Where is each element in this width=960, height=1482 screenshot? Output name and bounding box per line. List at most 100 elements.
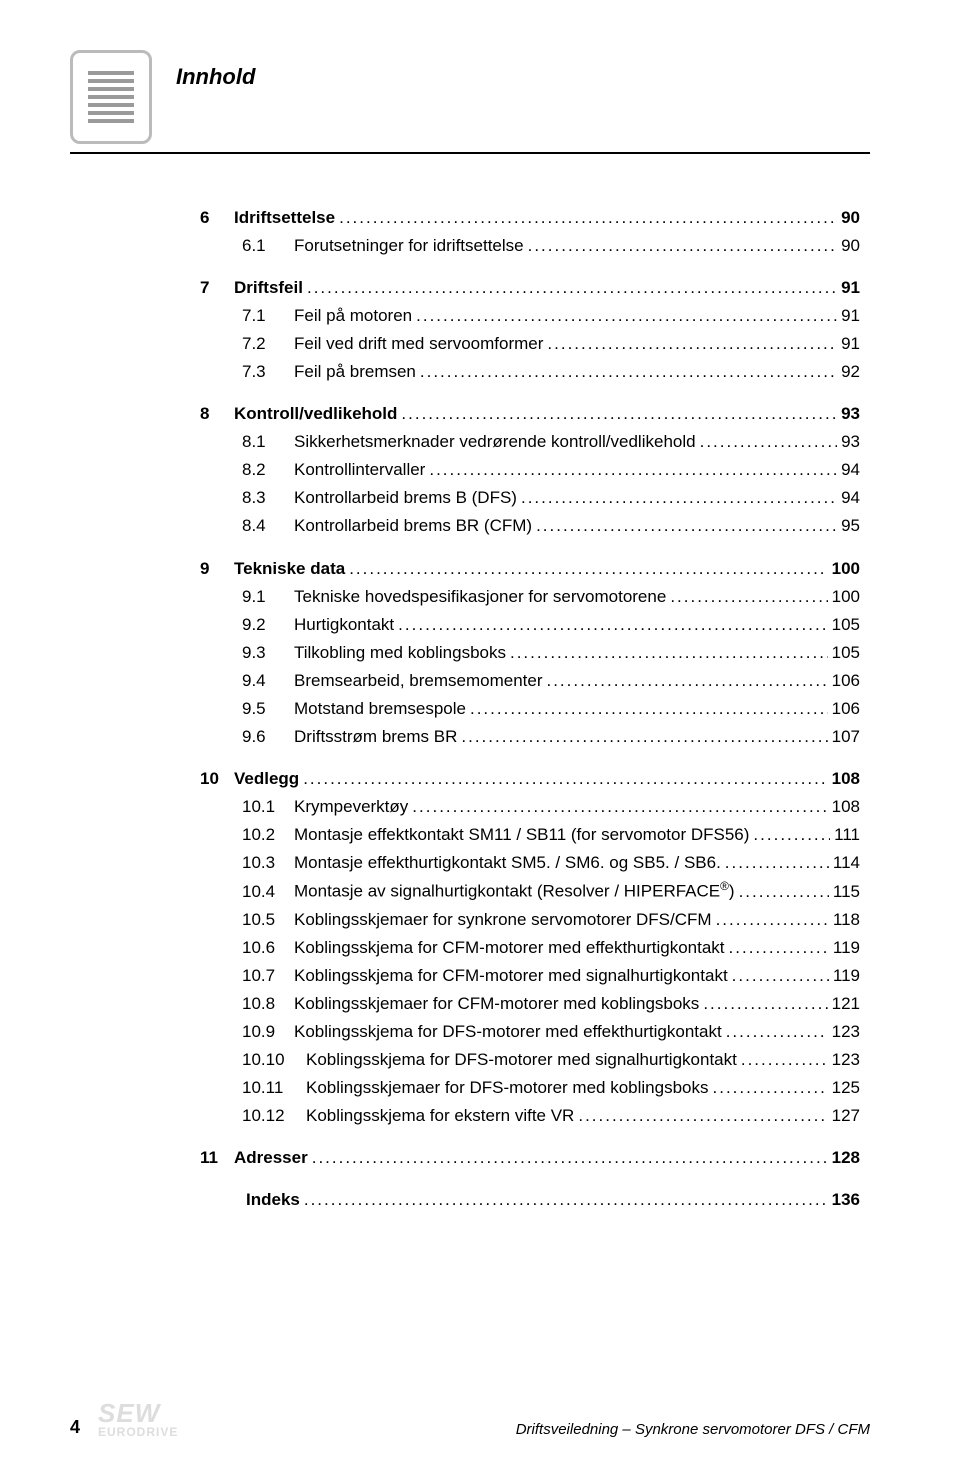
toc-number: 8.1 [242, 428, 282, 456]
toc-number: 10.5 [242, 906, 282, 934]
toc-label: Tekniske data [230, 555, 345, 583]
toc-label: Koblingsskjema for DFS-motorer med effek… [282, 1018, 722, 1046]
toc-page-ref: 92 [841, 358, 860, 386]
toc-row: 6.1Forutsetninger for idriftsettelse 90 [200, 232, 860, 260]
toc-number: 10.3 [242, 849, 282, 877]
toc-page-ref: 106 [832, 667, 860, 695]
toc-page-ref: 94 [841, 484, 860, 512]
toc-page-ref: 118 [833, 906, 860, 934]
toc-page-ref: 100 [832, 555, 860, 583]
toc-row: 9Tekniske data 100 [200, 555, 860, 583]
toc-leader-dots [726, 1018, 828, 1046]
toc-page-ref: 121 [832, 990, 860, 1018]
toc-number: 7.1 [242, 302, 282, 330]
toc-leader-dots [420, 358, 837, 386]
toc-section: 7Driftsfeil 917.1Feil på motoren 917.2Fe… [200, 274, 860, 386]
brand-bottom: EURODRIVE [98, 1426, 178, 1438]
toc-leader-dots [303, 765, 827, 793]
toc-leader-dots [461, 723, 827, 751]
toc-section: 8Kontroll/vedlikehold 938.1Sikkerhetsmer… [200, 400, 860, 540]
toc-section: 10Vedlegg 10810.1Krympeverktøy 10810.2Mo… [200, 765, 860, 1130]
toc-row: 10.9Koblingsskjema for DFS-motorer med e… [200, 1018, 860, 1046]
toc-leader-dots [739, 878, 829, 906]
toc-section: 6Idriftsettelse 906.1Forutsetninger for … [200, 204, 860, 260]
toc-row: 7Driftsfeil 91 [200, 274, 860, 302]
toc-leader-dots [753, 821, 830, 849]
toc-leader-dots [703, 990, 827, 1018]
toc-leader-dots [713, 1074, 828, 1102]
toc-row: 10.12Koblingsskjema for ekstern vifte VR… [200, 1102, 860, 1130]
toc-leader-dots [470, 695, 828, 723]
toc-number: 7.2 [242, 330, 282, 358]
toc-label: Kontrollarbeid brems B (DFS) [282, 484, 517, 512]
toc-number: 9 [200, 555, 230, 583]
toc-page-ref: 107 [832, 723, 860, 751]
toc-label: Sikkerhetsmerknader vedrørende kontroll/… [282, 428, 696, 456]
toc-page-ref: 108 [832, 765, 860, 793]
toc-label: Koblingsskjemaer for CFM-motorer med kob… [282, 990, 699, 1018]
table-of-contents: 6Idriftsettelse 906.1Forutsetninger for … [70, 204, 870, 1214]
toc-label: Kontrollarbeid brems BR (CFM) [282, 512, 532, 540]
lines-icon [88, 67, 134, 127]
toc-label: Koblingsskjema for ekstern vifte VR [294, 1102, 574, 1130]
toc-row: 10.2Montasje effektkontakt SM11 / SB11 (… [200, 821, 860, 849]
toc-row: 9.3Tilkobling med koblingsboks 105 [200, 639, 860, 667]
toc-label: Montasje effekthurtigkontakt SM5. / SM6.… [282, 849, 721, 877]
toc-row: 10.6Koblingsskjema for CFM-motorer med e… [200, 934, 860, 962]
toc-leader-dots [528, 232, 837, 260]
toc-number: 9.6 [242, 723, 282, 751]
toc-number: 10.7 [242, 962, 282, 990]
toc-label: Idriftsettelse [230, 204, 335, 232]
toc-page-ref: 108 [832, 793, 860, 821]
toc-row: 10.10Koblingsskjema for DFS-motorer med … [200, 1046, 860, 1074]
toc-leader-dots [716, 906, 829, 934]
toc-label: Tekniske hovedspesifikasjoner for servom… [282, 583, 666, 611]
toc-row: 10Vedlegg 108 [200, 765, 860, 793]
toc-page-ref: 90 [841, 204, 860, 232]
toc-label: Kontroll/vedlikehold [230, 400, 397, 428]
toc-number: 9.5 [242, 695, 282, 723]
toc-number: 10.6 [242, 934, 282, 962]
toc-page-ref: 94 [841, 456, 860, 484]
toc-label: Koblingsskjemaer for DFS-motorer med kob… [294, 1074, 709, 1102]
toc-label: Vedlegg [230, 765, 299, 793]
toc-leader-dots [429, 456, 837, 484]
toc-page-ref: 127 [832, 1102, 860, 1130]
brand-top: SEW [98, 1400, 160, 1426]
toc-row: 8Kontroll/vedlikehold 93 [200, 400, 860, 428]
toc-row: 9.4Bremsearbeid, bremsemomenter 106 [200, 667, 860, 695]
toc-leader-dots [349, 555, 827, 583]
toc-label: Koblingsskjema for CFM-motorer med effek… [282, 934, 725, 962]
toc-label: Kontrollintervaller [282, 456, 425, 484]
toc-page-ref: 119 [833, 962, 860, 990]
toc-number: 10 [200, 765, 230, 793]
toc-number: 11 [200, 1144, 230, 1172]
toc-number: 10.1 [242, 793, 282, 821]
toc-leader-dots [307, 274, 837, 302]
toc-number: 10.10 [242, 1046, 294, 1074]
toc-label: Driftsfeil [230, 274, 303, 302]
toc-leader-dots [312, 1144, 828, 1172]
toc-leader-dots [416, 302, 837, 330]
toc-row: 9.1Tekniske hovedspesifikasjoner for ser… [200, 583, 860, 611]
toc-leader-dots [578, 1102, 827, 1130]
toc-page-ref: 136 [832, 1186, 860, 1214]
toc-page-ref: 119 [833, 934, 860, 962]
document-page: Innhold 6Idriftsettelse 906.1Forutsetnin… [0, 0, 960, 1482]
toc-row: 10.11Koblingsskjemaer for DFS-motorer me… [200, 1074, 860, 1102]
toc-page-ref: 91 [841, 302, 860, 330]
toc-number: 9.3 [242, 639, 282, 667]
toc-row: 10.3Montasje effekthurtigkontakt SM5. / … [200, 849, 860, 877]
toc-leader-dots [725, 849, 829, 877]
toc-leader-dots [741, 1046, 828, 1074]
toc-page-ref: 125 [832, 1074, 860, 1102]
toc-number: 6.1 [242, 232, 282, 260]
toc-leader-dots [546, 667, 827, 695]
toc-leader-dots [412, 793, 827, 821]
toc-page-ref: 106 [832, 695, 860, 723]
toc-leader-dots [398, 611, 827, 639]
toc-label: Koblingsskjema for DFS-motorer med signa… [294, 1046, 737, 1074]
toc-page-ref: 100 [832, 583, 860, 611]
toc-page-ref: 91 [841, 274, 860, 302]
toc-number: 6 [200, 204, 230, 232]
